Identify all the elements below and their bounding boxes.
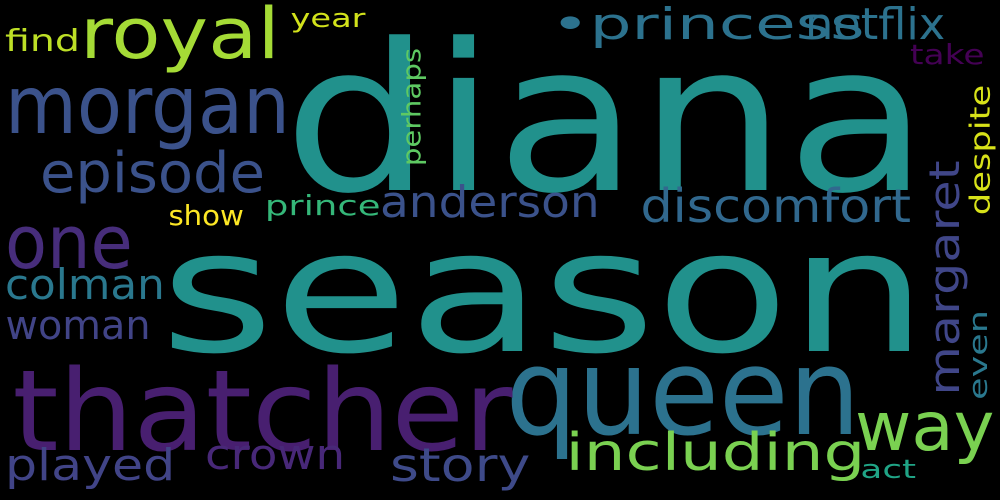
word-woman: woman (5, 303, 151, 349)
word-despite: despite (963, 84, 997, 216)
word-thatcher: thatcher (11, 346, 513, 477)
word-discomfort: discomfort (639, 179, 911, 233)
word-episode: episode (40, 141, 265, 206)
word-played: played (4, 440, 176, 491)
word-queen: queen (505, 324, 860, 463)
word-take: take (910, 38, 985, 71)
word-morgan: morgan (5, 58, 290, 152)
word-margaret: margaret (920, 159, 970, 396)
word-including: including (565, 422, 865, 483)
word-story: story (389, 438, 531, 492)
word-royal: royal (80, 0, 280, 75)
word-anderson: anderson (380, 176, 600, 228)
word-crown: crown (205, 429, 346, 479)
word-prince: prince (264, 189, 381, 222)
word-season: season (160, 194, 928, 392)
word-netflix: netflix (805, 0, 946, 50)
word-show: show (167, 199, 244, 232)
word-act: act (859, 455, 916, 485)
word-perhaps: perhaps (397, 47, 428, 167)
word-colman: colman (5, 259, 165, 309)
word-one: one (4, 199, 133, 286)
word-year: year (290, 4, 366, 34)
word-find: find (5, 23, 80, 59)
word-princess: •princess (550, 0, 865, 50)
word-diana: diana (282, 0, 929, 239)
word-way: way (855, 387, 995, 467)
word-even: even (963, 310, 994, 400)
